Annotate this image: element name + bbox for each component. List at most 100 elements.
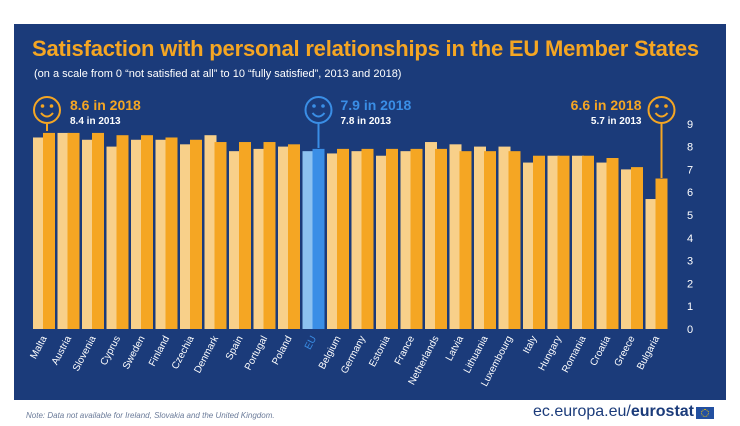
bar-2018 (655, 178, 668, 329)
bar-2018 (508, 151, 521, 329)
x-tick-label: Belgium (317, 334, 344, 371)
bar-2013 (302, 151, 315, 329)
bar-2013 (474, 146, 486, 329)
footnote: Note: Data not available for Ireland, Sl… (26, 411, 275, 420)
x-tick-label: Italy (521, 334, 539, 355)
x-tick-label: Malta (28, 334, 49, 361)
x-tick-label: Croatia (588, 334, 613, 368)
bar-2018 (92, 132, 104, 329)
bar-2013 (82, 139, 94, 329)
callout-eu-2013: 7.8 in 2013 (341, 116, 392, 127)
bar-2013 (180, 144, 192, 329)
chart-subtitle: (on a scale from 0 “not satisfied at all… (34, 68, 402, 80)
smiley-icon (647, 96, 676, 124)
x-tick-label: Romania (560, 334, 589, 375)
bar-2018 (214, 142, 227, 329)
smiley-eye (312, 104, 316, 108)
bar-2013 (621, 169, 633, 329)
x-tick-label: Finland (147, 334, 172, 368)
smiley-mouth (311, 112, 326, 118)
callout-eu-2018: 7.9 in 2018 (341, 97, 412, 113)
bar-2018 (361, 148, 374, 329)
bar-2013 (106, 146, 119, 329)
y-tick-label: 2 (687, 278, 693, 290)
x-tick-label: Spain (224, 334, 246, 362)
callout-max-2013: 8.4 in 2013 (70, 116, 121, 127)
bar-2018 (190, 139, 202, 329)
eu-flag-icon (696, 407, 714, 419)
smiley-eye (655, 104, 659, 108)
x-tick-label: France (393, 334, 418, 367)
y-tick-label: 7 (687, 164, 693, 176)
y-tick-label: 3 (687, 256, 693, 268)
bar-2013 (131, 139, 143, 329)
x-tick-label: Portugal (243, 334, 270, 372)
x-tick-label: Hungary (537, 334, 564, 373)
bar-2018 (435, 148, 447, 329)
bar-2013 (572, 155, 584, 329)
bar-2013 (449, 144, 462, 329)
y-tick-label: 5 (687, 210, 693, 222)
bar-2013 (57, 132, 70, 329)
bar-2013 (523, 162, 535, 329)
x-tick-label: Poland (270, 334, 294, 367)
bar-2018 (386, 148, 398, 329)
callout-min-2018: 6.6 in 2018 (571, 97, 642, 113)
bar-2013 (596, 162, 609, 329)
bar-2018 (288, 144, 300, 329)
bar-2013 (645, 199, 658, 329)
source-brand: eurostat (630, 403, 694, 420)
bar-2018 (459, 151, 472, 329)
smiley-eye (49, 104, 54, 108)
bar-2013 (400, 151, 413, 329)
source-link[interactable]: ec.europa.eu/eurostat (533, 403, 694, 421)
smiley-eye (40, 104, 45, 108)
x-tick-label: Cyprus (99, 334, 124, 367)
bar-2013 (229, 151, 241, 329)
bar-2018 (263, 142, 276, 329)
x-tick-label: Czechia (170, 334, 197, 371)
source-prefix: ec.europa.eu/ (533, 403, 631, 420)
bar-2018 (582, 155, 594, 329)
x-tick-label: Sweden (121, 334, 148, 371)
bar-2018 (606, 158, 619, 329)
y-tick-label: 6 (687, 187, 693, 199)
bar-2018 (557, 155, 570, 329)
x-tick-label: Latvia (444, 334, 466, 363)
x-tick-label: Estonia (367, 334, 393, 369)
bar-2013 (327, 153, 339, 329)
bar-2013 (547, 155, 560, 329)
bar-2018 (312, 148, 325, 329)
smiley-eye (321, 104, 325, 108)
x-tick-label: Germany (339, 334, 368, 375)
smiley-icon (304, 96, 333, 124)
x-tick-label: Austria (50, 334, 75, 367)
smiley-mouth (40, 112, 54, 118)
smiley-eye (664, 104, 668, 108)
x-tick-label: Greece (613, 334, 638, 369)
bar-2018 (631, 167, 643, 329)
chart-title: Satisfaction with personal relationships… (32, 36, 699, 61)
bar-2018 (67, 132, 80, 329)
callout-min-2013: 5.7 in 2013 (591, 116, 642, 127)
y-tick-label: 9 (687, 119, 693, 131)
bar-2013 (278, 146, 290, 329)
bar-2018 (165, 137, 178, 329)
smiley-mouth (654, 112, 669, 118)
bar-2013 (425, 142, 437, 329)
y-tick-label: 8 (687, 142, 693, 154)
bar-2018 (43, 132, 55, 329)
bar-2013 (253, 148, 266, 329)
bar-2013 (155, 139, 168, 329)
bar-2018 (239, 142, 251, 329)
x-tick-label: Denmark (192, 333, 221, 375)
bar-2013 (351, 151, 364, 329)
bar-2013 (376, 155, 388, 329)
y-tick-label: 4 (687, 233, 693, 245)
bar-2013 (204, 135, 217, 329)
bar-2018 (337, 148, 349, 329)
bar-2018 (141, 135, 153, 329)
bar-2018 (116, 135, 129, 329)
bar-2013 (33, 137, 45, 329)
